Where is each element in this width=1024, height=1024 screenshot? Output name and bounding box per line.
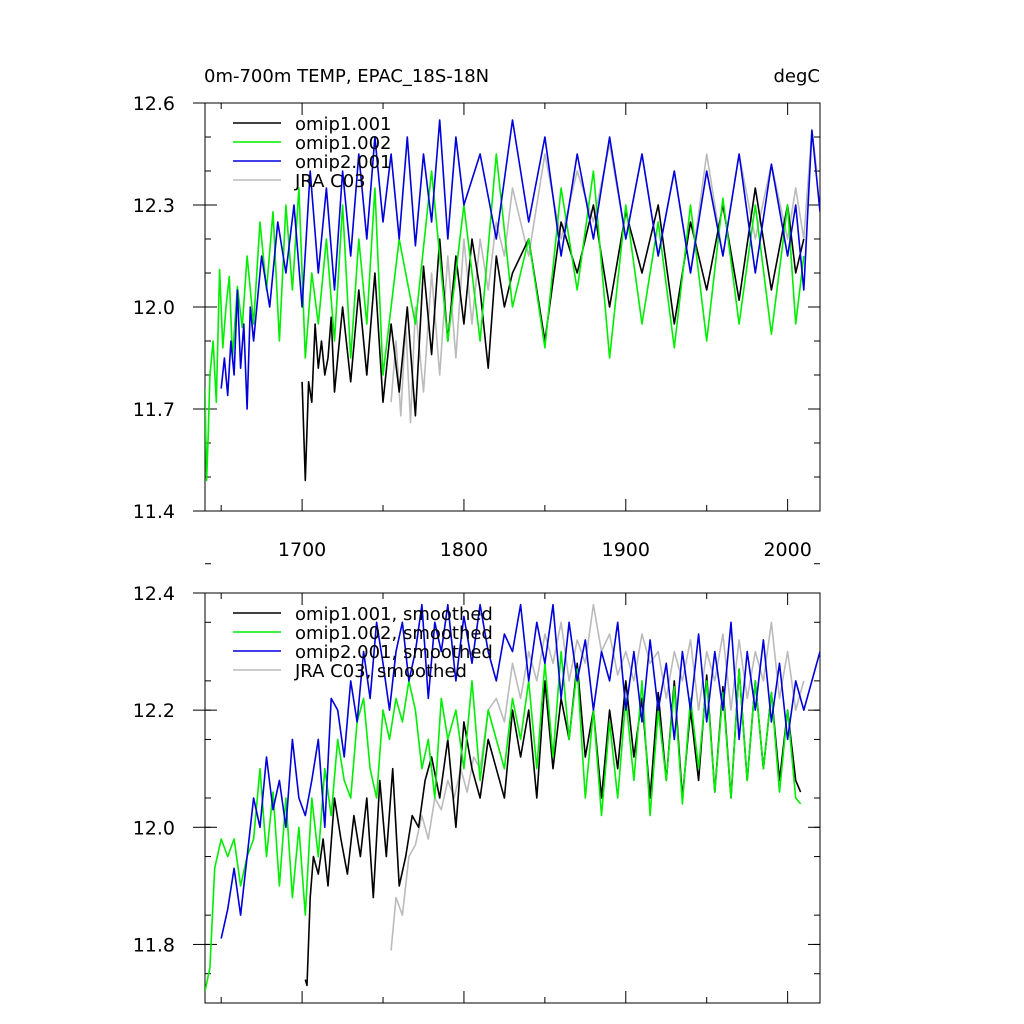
series-line-omip1-002-smoothed xyxy=(205,650,802,992)
y-tick-label: 12.0 xyxy=(133,817,175,839)
legend-label: omip1.002 xyxy=(295,133,392,154)
legend-label: omip2.001, smoothed xyxy=(295,642,493,663)
y-tick-label: 11.4 xyxy=(133,501,175,523)
x-tick-label: 1700 xyxy=(278,539,326,561)
y-tick-label: 12.4 xyxy=(133,583,175,605)
series-line-jra-c03-smoothed xyxy=(390,603,805,951)
y-tick-label: 12.6 xyxy=(133,93,175,115)
series-line-omip2-001 xyxy=(220,119,820,410)
x-tick-label: 2000 xyxy=(763,539,811,561)
series-line-omip1-001-smoothed xyxy=(304,662,802,987)
y-tick-label: 12.0 xyxy=(133,297,175,319)
x-tick-label: 1800 xyxy=(440,539,488,561)
y-tick-label: 12.2 xyxy=(133,700,175,722)
bottom-plot-area: 11.8 12.0 12.2 12.4 xyxy=(133,563,821,1004)
panel-bottom: 11.812.012.212.4 omip1.001, smoothedomip… xyxy=(133,563,821,1004)
panel-top: 0m-700m TEMP, EPAC_18S-18N degC 11.4 11.7… xyxy=(133,66,821,561)
y-tick-label: 11.7 xyxy=(133,399,175,421)
legend-label: JRA C03 xyxy=(294,171,366,192)
units-label: degC xyxy=(774,66,821,87)
top-plot-area: 11.4 11.7 12.0 12.3 12.6 1700 1800 1900 2000 xyxy=(133,93,821,561)
x-tick-label: 1900 xyxy=(602,539,650,561)
y-tick-label: 11.8 xyxy=(133,934,175,956)
legend-label: omip1.001 xyxy=(295,114,392,135)
legend-label: omip1.002, smoothed xyxy=(295,623,493,644)
chart-title: 0m-700m TEMP, EPAC_18S-18N xyxy=(204,66,489,87)
legend-label: omip2.001 xyxy=(295,152,392,173)
legend-label: JRA C03, smoothed xyxy=(294,661,467,682)
y-tick-label: 12.3 xyxy=(133,195,175,217)
legend-label: omip1.001, smoothed xyxy=(295,604,493,625)
series-line-jra-c03 xyxy=(390,129,818,424)
series-line-omip2-001-smoothed xyxy=(220,603,820,939)
